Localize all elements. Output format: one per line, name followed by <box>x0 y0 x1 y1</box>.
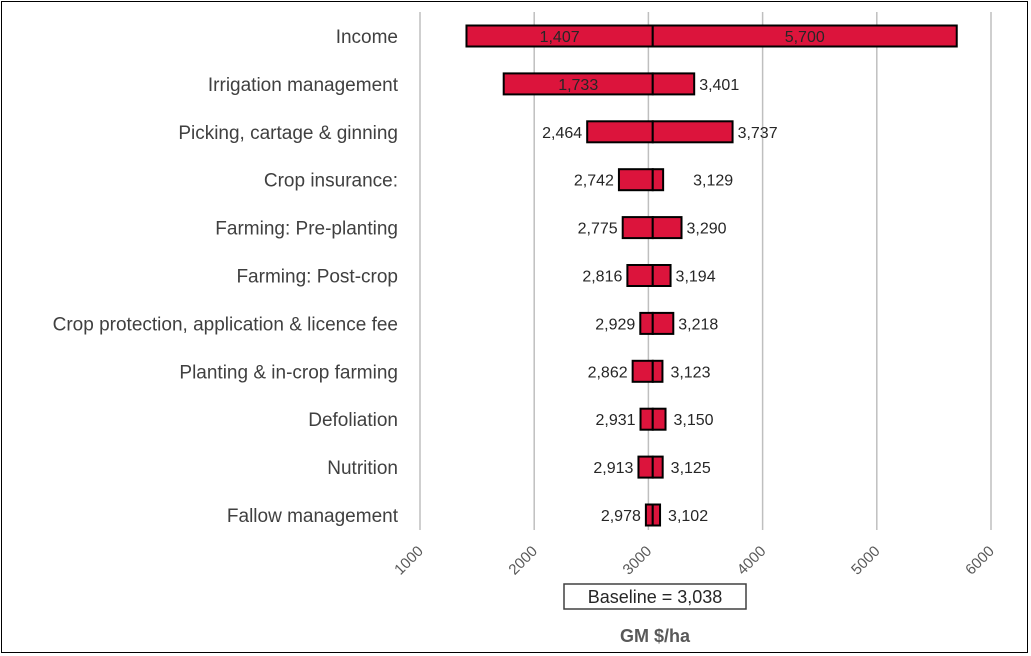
bar-high-8 <box>651 407 667 431</box>
data-label-high: 3,194 <box>676 269 716 286</box>
bar-low-8 <box>639 407 654 431</box>
bar-low-9 <box>637 455 654 479</box>
bar-low-7 <box>631 359 654 383</box>
bar-high-1 <box>651 72 696 96</box>
data-label-high: 3,218 <box>678 316 718 333</box>
bars: 1,407 5,700 1,733 3,401 2,464 3,737 2,742 3,129… <box>465 24 958 527</box>
data-label-low: 2,929 <box>595 316 635 333</box>
x-tick-1000: 1000 <box>391 543 427 579</box>
bar-high-2 <box>651 120 734 144</box>
category-label: Defoliation <box>308 410 398 431</box>
bar-high-5 <box>651 264 672 287</box>
bar-high-3 <box>651 168 665 192</box>
category-label: Planting & in-crop farming <box>179 362 398 383</box>
x-axis-title: GM $/ha <box>620 626 691 646</box>
category-label: Crop insurance: <box>264 171 398 192</box>
baseline-label: Baseline = 3,038 <box>588 587 723 607</box>
x-tick-6000: 6000 <box>962 543 998 579</box>
data-label-low: 1,407 <box>540 29 580 46</box>
x-tick-labels: 1000 2000 3000 4000 5000 6000 <box>391 543 998 579</box>
category-label: Picking, cartage & ginning <box>178 123 398 144</box>
data-label-high: 3,150 <box>674 412 714 429</box>
category-label: Nutrition <box>327 458 398 479</box>
gridlines <box>419 12 992 530</box>
bar-high-10 <box>651 503 662 527</box>
data-label-high: 3,123 <box>670 364 710 381</box>
data-label-low: 2,862 <box>588 364 628 381</box>
data-label-high: 3,102 <box>668 508 708 525</box>
bar-low-3 <box>617 168 654 192</box>
data-label-high: 3,290 <box>687 221 727 238</box>
bar-low-4 <box>621 216 654 240</box>
bar-high-6 <box>651 311 675 335</box>
bar-low-10 <box>644 503 654 527</box>
category-label: Fallow management <box>227 506 399 527</box>
bar-high-4 <box>651 216 683 240</box>
data-label-low: 2,913 <box>593 460 633 477</box>
data-label-high: 3,129 <box>693 173 733 190</box>
data-label-high: 3,737 <box>738 125 778 142</box>
category-label: Irrigation management <box>208 75 399 96</box>
x-tick-4000: 4000 <box>734 543 770 579</box>
x-tick-2000: 2000 <box>505 543 541 579</box>
baseline-box <box>563 583 747 610</box>
data-label-low: 2,775 <box>578 221 618 238</box>
x-tick-3000: 3000 <box>620 543 656 579</box>
category-label: Farming: Pre-planting <box>215 219 398 240</box>
data-label-low: 2,931 <box>595 412 635 429</box>
data-label-low: 2,464 <box>542 125 582 142</box>
category-labels: Income Irrigation management Picking, cart… <box>53 27 399 527</box>
data-label-low: 2,816 <box>582 269 622 286</box>
data-label-low: 2,742 <box>574 173 614 190</box>
bar-high-9 <box>651 455 664 479</box>
data-label-high: 5,700 <box>785 29 825 46</box>
data-label-low: 1,733 <box>558 77 598 94</box>
bar-low-2 <box>586 120 654 144</box>
category-label: Crop protection, application & licence f… <box>53 314 398 335</box>
bar-low-6 <box>639 311 654 335</box>
bar-high-0 <box>651 24 958 48</box>
bar-low-5 <box>626 264 654 287</box>
bar-high-7 <box>651 359 664 383</box>
data-label-high: 3,401 <box>699 77 739 94</box>
data-label-high: 3,125 <box>671 460 711 477</box>
x-tick-5000: 5000 <box>848 543 884 579</box>
category-label: Income <box>336 27 398 48</box>
data-label-low: 2,978 <box>601 508 641 525</box>
category-label: Farming: Post-crop <box>236 267 398 288</box>
